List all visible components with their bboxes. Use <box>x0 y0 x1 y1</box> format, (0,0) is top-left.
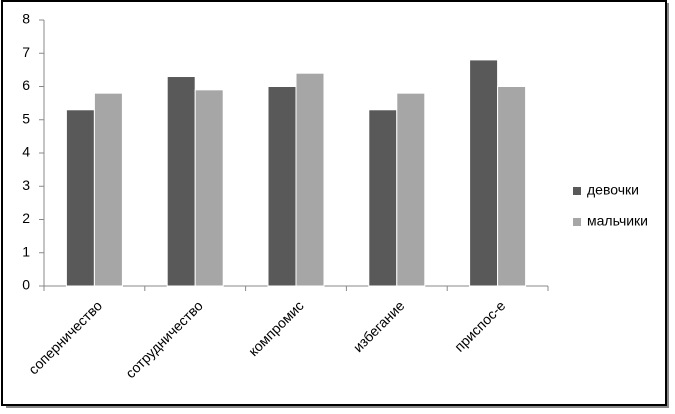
bar <box>65 109 95 287</box>
legend-label: мальчики <box>587 213 648 229</box>
bar <box>396 92 426 287</box>
bar <box>194 89 224 287</box>
bar <box>497 86 527 287</box>
bar <box>295 72 325 287</box>
legend-label: девочки <box>587 182 639 198</box>
y-tick-label: 2 <box>22 210 30 226</box>
y-tick-label: 8 <box>22 11 30 27</box>
y-tick-label: 5 <box>22 110 30 126</box>
legend-swatch <box>573 218 581 226</box>
bar <box>93 92 123 287</box>
y-tick-label: 7 <box>22 44 30 60</box>
bar <box>368 109 398 287</box>
legend-swatch <box>573 187 581 195</box>
y-tick-label: 1 <box>22 243 30 259</box>
bar <box>469 59 499 287</box>
bar <box>166 76 196 287</box>
y-tick-label: 6 <box>22 77 30 93</box>
y-tick-label: 0 <box>22 277 30 293</box>
bar <box>267 86 297 287</box>
y-tick-label: 4 <box>22 144 30 160</box>
y-tick-label: 3 <box>22 177 30 193</box>
